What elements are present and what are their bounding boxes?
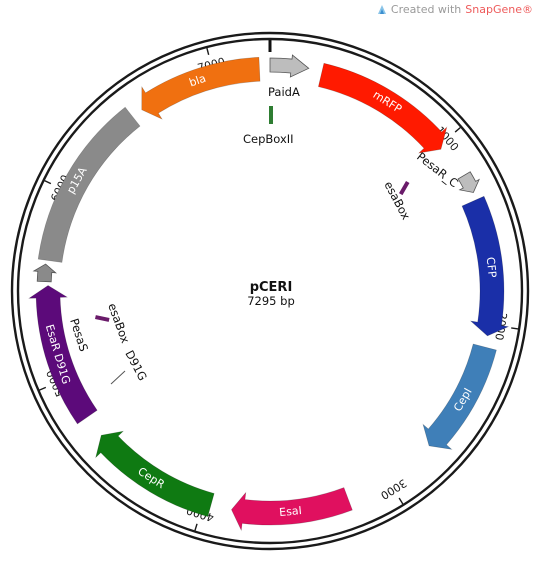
feature-mrfp[interactable]: [318, 62, 448, 154]
backbone-outer-circle: [10, 31, 530, 551]
feature-cepi[interactable]: [422, 343, 497, 450]
feature-bla[interactable]: [141, 56, 261, 120]
feature-label-cfp: CFP: [484, 256, 499, 278]
label-pesar-c: PesaR_C: [414, 149, 461, 190]
feature-label-esai: EsaI: [279, 504, 303, 519]
label-paida: PaidA: [268, 85, 300, 99]
promoter-pesar-c[interactable]: [457, 171, 480, 193]
d91g-leader-line: [110, 370, 126, 385]
label-pesas: PesaS: [67, 317, 91, 354]
snapgene-logo-icon: [377, 5, 386, 14]
credit-brand: SnapGene®: [465, 3, 533, 16]
credit-text: Created with: [390, 3, 462, 16]
tick-4000: [194, 523, 198, 531]
feature-esai[interactable]: [231, 487, 353, 532]
tick-5000: [39, 386, 47, 391]
feature-esar[interactable]: [28, 285, 98, 425]
feature-p15a[interactable]: [37, 106, 141, 263]
label-d91g: D91G: [122, 348, 150, 383]
site-cepbox: [269, 106, 273, 124]
site-esabox-c: [399, 181, 410, 196]
feature-cfp[interactable]: [461, 195, 510, 337]
tick-6000: [44, 179, 52, 185]
label-esabox-s: esaBox: [105, 301, 132, 345]
snapgene-credit: Created with SnapGene®: [377, 3, 533, 16]
site-esabox-s: [95, 315, 110, 322]
promoters: [32, 54, 480, 283]
backbone-inner-circle: [16, 37, 524, 545]
plasmid-name: pCERI: [250, 280, 293, 295]
tick-2000: [511, 327, 519, 330]
feature-cepr[interactable]: [95, 430, 215, 517]
label-cepbox: CepBoxII: [243, 132, 294, 146]
tick-7000: [206, 47, 210, 56]
promoter-paida[interactable]: [269, 54, 310, 78]
tick-3000: [398, 497, 404, 505]
backbone: [10, 31, 530, 551]
tick-label: 3000: [378, 476, 409, 502]
tick-1000: [454, 126, 461, 133]
label-esabox-c: esaBox: [381, 179, 413, 222]
promoter-pesas[interactable]: [32, 263, 57, 283]
plasmid-length: 7295 bp: [247, 294, 295, 308]
feature-label-bla: bla: [188, 72, 208, 90]
